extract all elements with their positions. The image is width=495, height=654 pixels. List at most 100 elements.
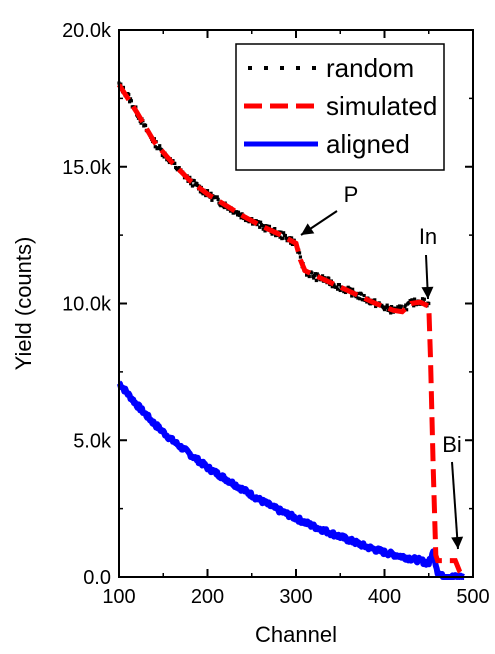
series-random-point — [257, 220, 261, 224]
x-axis-label: Channel — [255, 622, 337, 647]
series-random-point — [313, 272, 318, 276]
series-random-point — [289, 236, 294, 240]
annotation-arrowhead-in — [421, 286, 434, 299]
legend-swatch-random — [312, 66, 316, 70]
series-random-point — [143, 123, 148, 128]
series-random-point — [192, 179, 196, 183]
series-random-point — [362, 293, 366, 298]
series-random-point — [262, 224, 266, 228]
series-random-point — [215, 195, 219, 199]
series-random-point — [128, 100, 132, 104]
series-random-point — [338, 288, 342, 293]
series-random-point — [343, 290, 348, 295]
legend-label-simulated: simulated — [326, 91, 437, 121]
annotation-arrowhead-p — [301, 223, 315, 235]
legend-label-aligned: aligned — [326, 129, 410, 159]
series-random-point — [359, 292, 364, 296]
series-random-point — [320, 274, 325, 278]
series-random-point — [330, 285, 334, 289]
y-tick-label: 15.0k — [62, 157, 112, 179]
legend-swatch-random — [248, 66, 252, 70]
series-random-point — [283, 233, 287, 238]
axis-ticks — [118, 29, 474, 578]
series-random-point — [356, 296, 360, 300]
series-simulated-line — [116, 83, 467, 579]
series-random-point — [176, 167, 180, 171]
series-random-point — [173, 161, 177, 165]
y-tick-label: 5.0k — [73, 430, 112, 452]
annotations: P In Bi — [300, 182, 464, 550]
series-random-point — [190, 184, 195, 188]
series-random-point — [195, 182, 199, 186]
legend: random simulated aligned — [235, 43, 445, 171]
series-random-point — [129, 99, 133, 103]
series-random-point — [290, 242, 295, 247]
x-tick-label: 100 — [102, 586, 135, 608]
x-tick-label: 200 — [191, 586, 224, 608]
legend-swatch-random — [264, 66, 268, 70]
series-random-point — [332, 283, 336, 287]
legend-label-random: random — [326, 53, 414, 83]
series-random-point — [399, 304, 403, 308]
series-random-point — [351, 287, 355, 291]
series-random-point — [282, 231, 286, 235]
series-random-point — [405, 308, 409, 312]
series-random-point — [382, 306, 386, 310]
series-random-point — [273, 227, 277, 231]
series-random-point — [307, 274, 311, 279]
series-random-point — [236, 210, 241, 214]
series-random-point — [279, 230, 283, 234]
series-random-point — [270, 232, 274, 236]
series-random-point — [382, 307, 387, 312]
series-random-point — [384, 305, 388, 309]
annotation-label-bi: Bi — [442, 432, 462, 457]
series-random-point — [327, 276, 331, 280]
series-random-point — [368, 302, 372, 306]
series-random-point — [407, 300, 411, 305]
series-random-point — [260, 223, 264, 228]
series-random-point — [337, 283, 341, 287]
series-random-point — [205, 189, 210, 193]
series-random-point — [397, 304, 402, 308]
series-random-point — [222, 205, 226, 210]
series-random-point — [196, 183, 200, 188]
series-random-point — [361, 298, 365, 302]
series-random-point — [238, 212, 242, 217]
series-random-point — [235, 213, 240, 217]
series-random-point — [357, 291, 361, 296]
series-random-point — [209, 191, 213, 195]
series-simulated — [116, 83, 467, 579]
series-random-point — [296, 250, 300, 254]
series-random-point — [420, 297, 425, 301]
series-random-point — [159, 148, 164, 152]
annotation-label-in: In — [419, 224, 437, 249]
series-random-point — [385, 303, 389, 307]
series-random-point — [404, 303, 408, 307]
y-tick-label: 0.0 — [83, 567, 111, 589]
series-random-point — [312, 276, 316, 280]
series-random-point — [310, 271, 314, 275]
series-random-point — [177, 166, 181, 170]
series-random-point — [127, 93, 131, 97]
series-random-point — [373, 298, 377, 302]
series-random-point — [258, 225, 262, 229]
series-aligned — [116, 380, 467, 580]
series-random-point — [412, 297, 417, 301]
series-random-point — [281, 236, 285, 240]
series-random-point — [235, 210, 239, 214]
series-random-point — [335, 285, 339, 289]
series-random-point — [189, 182, 193, 186]
y-axis-label: Yield (counts) — [11, 237, 36, 371]
x-tick-label: 500 — [456, 586, 489, 608]
series-random-point — [198, 190, 203, 194]
series-random-point — [139, 121, 143, 125]
series-random-point — [243, 218, 248, 223]
legend-swatch-random — [296, 66, 300, 70]
series-aligned-line — [116, 380, 467, 580]
series-random-point — [266, 224, 270, 228]
series-random-point — [210, 198, 214, 202]
series-random-point — [348, 287, 352, 291]
series-random-point — [422, 297, 426, 301]
annotation-arrow-bi — [451, 461, 459, 550]
